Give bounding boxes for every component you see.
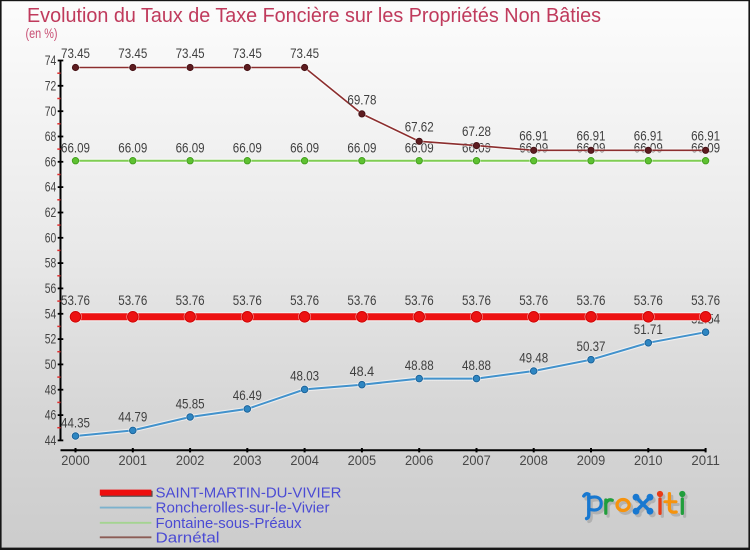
svg-text:44.79: 44.79 [118,410,147,426]
svg-text:2005: 2005 [348,452,377,468]
svg-text:62: 62 [45,204,57,220]
svg-text:Roncherolles-sur-le-Vivier: Roncherolles-sur-le-Vivier [156,500,330,517]
svg-text:66.91: 66.91 [577,129,606,145]
svg-text:2003: 2003 [233,452,262,468]
svg-text:50: 50 [45,356,57,372]
svg-text:66.09: 66.09 [176,141,205,157]
svg-text:48.4: 48.4 [350,364,375,380]
svg-text:52: 52 [45,331,57,347]
svg-text:66.91: 66.91 [634,129,663,145]
svg-text:66.09: 66.09 [405,141,434,157]
svg-text:73.45: 73.45 [118,46,147,62]
svg-text:2006: 2006 [405,452,434,468]
svg-text:56: 56 [45,280,57,296]
svg-text:66.91: 66.91 [519,129,548,145]
svg-text:2008: 2008 [519,452,548,468]
svg-text:73.45: 73.45 [290,46,319,62]
svg-text:60: 60 [45,229,57,245]
svg-text:2011: 2011 [691,452,720,468]
svg-text:44.35: 44.35 [61,415,90,431]
svg-text:53.76: 53.76 [61,293,90,309]
svg-text:Darnétal: Darnétal [156,529,220,546]
svg-text:54: 54 [45,305,57,321]
svg-text:50.37: 50.37 [577,339,606,355]
svg-text:68: 68 [45,128,57,144]
svg-text:66: 66 [45,153,57,169]
svg-text:66.09: 66.09 [61,141,90,157]
svg-text:73.45: 73.45 [233,46,262,62]
svg-text:49.48: 49.48 [519,350,548,366]
svg-text:53.76: 53.76 [691,293,720,309]
svg-text:66.91: 66.91 [691,129,720,145]
svg-text:67.28: 67.28 [462,124,491,140]
svg-text:53.76: 53.76 [634,293,663,309]
svg-text:Fontaine-sous-Préaux: Fontaine-sous-Préaux [156,515,302,532]
svg-text:2000: 2000 [61,452,90,468]
svg-text:2007: 2007 [462,452,491,468]
svg-text:48.03: 48.03 [290,369,319,385]
svg-text:53.76: 53.76 [176,293,205,309]
svg-text:67.62: 67.62 [405,120,434,136]
svg-text:2009: 2009 [577,452,606,468]
svg-text:46: 46 [45,407,57,423]
svg-text:2004: 2004 [290,452,319,468]
svg-text:66.09: 66.09 [347,141,376,157]
svg-text:SAINT-MARTIN-DU-VIVIER: SAINT-MARTIN-DU-VIVIER [156,485,342,502]
svg-text:73.45: 73.45 [176,46,205,62]
svg-text:53.76: 53.76 [118,293,147,309]
svg-text:58: 58 [45,255,57,271]
svg-text:(en %): (en %) [26,26,58,41]
svg-text:46.49: 46.49 [233,388,262,404]
svg-text:53.76: 53.76 [462,293,491,309]
svg-text:53.76: 53.76 [290,293,319,309]
svg-text:53.76: 53.76 [347,293,376,309]
svg-text:48.88: 48.88 [462,358,491,374]
svg-text:72: 72 [45,77,57,93]
svg-text:2002: 2002 [176,452,205,468]
svg-text:53.76: 53.76 [405,293,434,309]
svg-text:2010: 2010 [634,452,663,468]
svg-text:48.88: 48.88 [405,358,434,374]
svg-text:48: 48 [45,381,57,397]
svg-text:Evolution du Taux de Taxe Fonc: Evolution du Taux de Taxe Foncière sur l… [27,4,601,27]
svg-text:64: 64 [45,179,57,195]
svg-text:66.09: 66.09 [290,141,319,157]
svg-text:53.76: 53.76 [233,293,262,309]
svg-text:53.76: 53.76 [519,293,548,309]
svg-text:69.78: 69.78 [347,92,376,108]
svg-text:53.76: 53.76 [577,293,606,309]
svg-text:66.09: 66.09 [118,141,147,157]
svg-text:73.45: 73.45 [61,46,90,62]
svg-text:74: 74 [45,52,57,68]
svg-text:51.71: 51.71 [634,322,663,338]
svg-text:44: 44 [45,432,57,448]
svg-text:45.85: 45.85 [176,396,205,412]
svg-text:70: 70 [45,103,57,119]
svg-text:2001: 2001 [119,452,148,468]
svg-text:66.09: 66.09 [233,141,262,157]
